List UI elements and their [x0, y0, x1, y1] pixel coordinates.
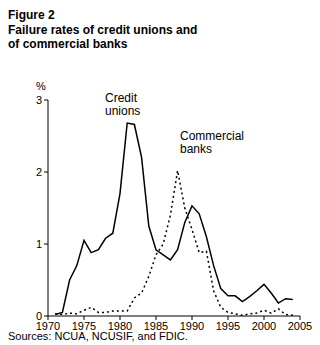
svg-text:1985: 1985	[143, 319, 169, 332]
html-text:Commercial banks: Commercial banks	[180, 129, 244, 156]
svg-text:1990: 1990	[179, 319, 205, 332]
html-text:Sources: NCUA, NCUSIF, and FDI: Sources: NCUA, NCUSIF, and FDIC.	[8, 330, 188, 342]
svg-text:2: 2	[36, 166, 42, 178]
html-text:Failure rates of credit unions: Failure rates of credit unions and of co…	[8, 23, 198, 51]
svg-text:1975: 1975	[71, 319, 97, 332]
svg-text:3: 3	[36, 94, 42, 106]
svg-text:2005: 2005	[288, 320, 312, 332]
html-text:Credit unions: Credit unions	[105, 91, 141, 118]
svg-text:1980: 1980	[107, 319, 133, 332]
svg-text:1: 1	[36, 238, 42, 250]
svg-text:1995: 1995	[216, 320, 240, 332]
svg-text:2000: 2000	[252, 320, 276, 332]
svg-text:0: 0	[36, 310, 42, 322]
html-text:Figure 2: Figure 2	[8, 8, 55, 22]
